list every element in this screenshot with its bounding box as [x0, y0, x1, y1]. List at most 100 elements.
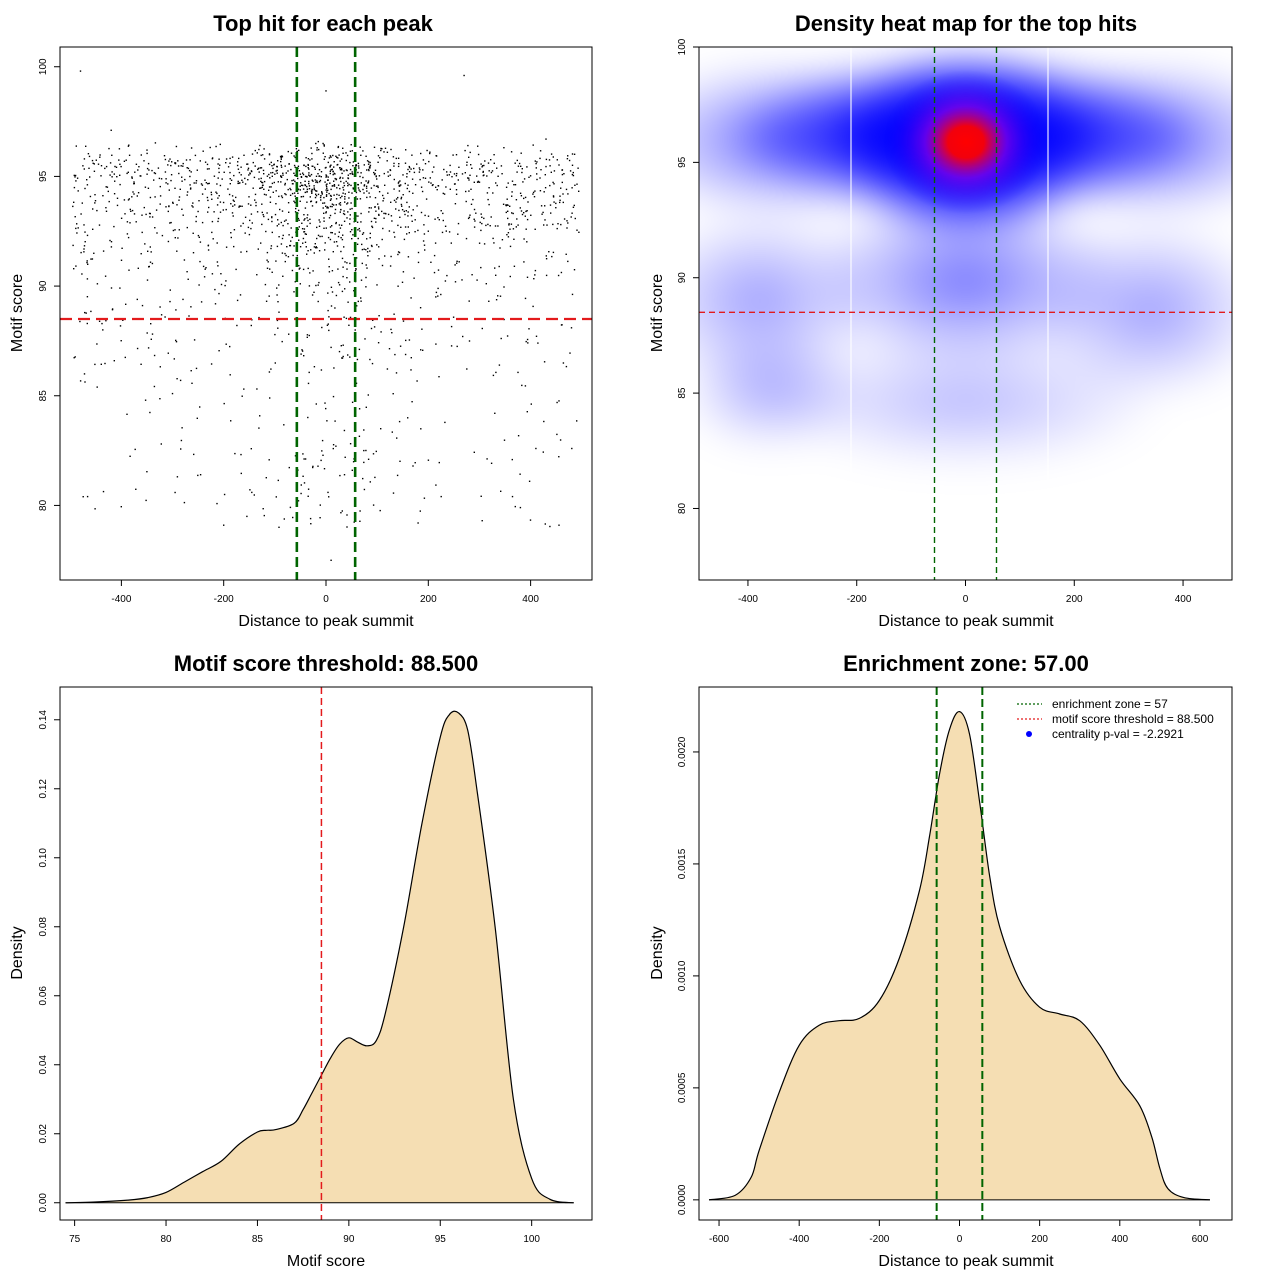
scatter-point: [293, 172, 295, 174]
scatter-point: [407, 417, 409, 419]
scatter-point: [309, 196, 311, 198]
scatter-point: [132, 191, 134, 193]
scatter-point: [161, 234, 164, 237]
scatter-point: [331, 225, 333, 227]
scatter-point: [410, 297, 412, 299]
scatter-point: [293, 155, 295, 157]
scatter-point: [111, 176, 113, 178]
scatter-point: [321, 235, 323, 238]
scatter-point: [207, 249, 210, 251]
scatter-point: [301, 350, 304, 352]
scatter-point: [246, 163, 248, 165]
scatter-point: [232, 199, 234, 201]
scatter-point: [369, 161, 371, 164]
scatter-point: [487, 198, 489, 201]
scatter-point: [256, 152, 258, 154]
scatter-point: [526, 276, 529, 278]
scatter-point: [571, 164, 574, 166]
scatter-point: [457, 233, 459, 235]
scatter-point: [80, 251, 82, 254]
scatter-point: [377, 161, 379, 163]
scatter-point: [474, 220, 476, 222]
scatter-point: [86, 495, 89, 498]
x-tick-label: 80: [160, 1234, 172, 1245]
scatter-point: [526, 218, 529, 221]
scatter-point: [365, 187, 368, 189]
scatter-point: [145, 213, 147, 216]
scatter-point: [287, 170, 289, 172]
scatter-point: [520, 165, 522, 167]
scatter-point: [325, 211, 327, 213]
scatter-point: [534, 274, 536, 276]
scatter-point: [305, 165, 307, 168]
scatter-point: [219, 184, 222, 187]
scatter-point: [374, 197, 377, 199]
scatter-point: [570, 216, 572, 218]
scatter-point: [392, 393, 394, 395]
scatter-point: [316, 180, 318, 182]
scatter-point: [93, 252, 95, 254]
scatter-point: [437, 185, 440, 187]
scatter-point: [243, 154, 245, 156]
scatter-point: [104, 362, 106, 365]
scatter-point: [316, 163, 319, 165]
scatter-point: [316, 190, 318, 192]
scatter-point: [383, 212, 385, 215]
scatter-point: [289, 187, 291, 190]
scatter-point: [411, 401, 413, 403]
scatter-point: [390, 255, 392, 258]
scatter-point: [109, 162, 112, 164]
scatter-point: [347, 211, 349, 213]
scatter-point: [109, 239, 111, 242]
scatter-point: [198, 284, 200, 286]
scatter-point: [328, 271, 331, 273]
scatter-point: [341, 510, 343, 512]
scatter-point: [573, 269, 576, 271]
scatter-point: [406, 233, 408, 235]
scatter-point: [514, 162, 516, 164]
scatter-point: [535, 167, 537, 169]
scatter-point: [354, 165, 357, 167]
scatter-point: [86, 179, 88, 181]
scatter-point: [549, 184, 551, 187]
scatter-point: [392, 492, 395, 494]
scatter-point: [486, 458, 488, 460]
scatter-point: [406, 187, 408, 190]
scatter-point: [75, 145, 77, 147]
scatter-point: [466, 164, 468, 166]
scatter-point: [408, 206, 410, 208]
scatter-point: [195, 220, 197, 223]
scatter-point: [402, 174, 404, 176]
scatter-point: [337, 157, 339, 159]
scatter-point: [250, 170, 253, 172]
scatter-point: [237, 182, 239, 185]
scatter-point: [86, 322, 88, 325]
scatter-point: [331, 291, 334, 293]
scatter-point: [294, 201, 296, 204]
scatter-point: [328, 329, 330, 332]
scatter-point: [393, 231, 395, 234]
scatter-point: [346, 277, 348, 279]
scatter-point: [295, 207, 297, 210]
scatter-point: [304, 458, 307, 460]
scatter-point: [370, 187, 373, 189]
scatter-point: [363, 449, 365, 452]
scatter-point: [238, 182, 240, 184]
panel-score-density: Motif score threshold: 88.500 75 80 85 90 95…: [9, 651, 593, 1270]
scatter-point: [543, 420, 545, 423]
scatter-point: [266, 259, 268, 261]
scatter-point: [158, 177, 161, 180]
scatter-point: [276, 172, 278, 174]
scatter-point: [388, 348, 391, 350]
scatter-point: [567, 193, 569, 195]
scatter-point: [384, 184, 386, 186]
scatter-point: [520, 210, 523, 212]
scatter-point: [287, 202, 290, 204]
scatter-point: [207, 245, 209, 247]
scatter-point: [268, 154, 271, 156]
scatter-point: [311, 205, 314, 207]
scatter-point: [288, 333, 290, 335]
scatter-point: [313, 366, 316, 368]
scatter-point: [413, 167, 415, 170]
